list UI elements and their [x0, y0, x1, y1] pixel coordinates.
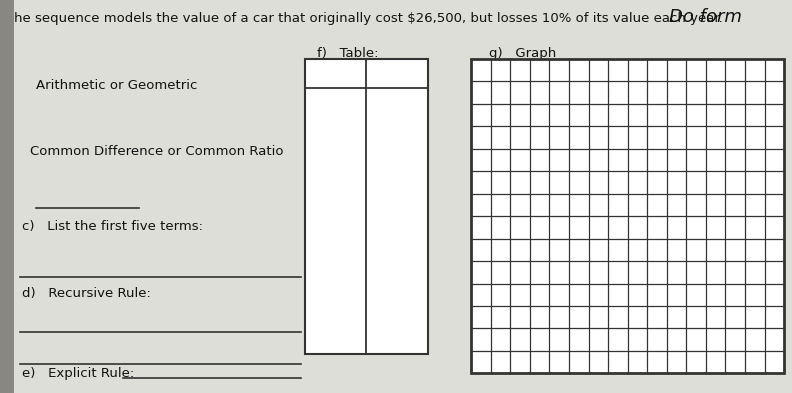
- Text: c)   List the first five terms:: c) List the first five terms:: [22, 220, 204, 233]
- Bar: [471, 59, 784, 373]
- Text: f)   Table:: f) Table:: [317, 47, 379, 60]
- Text: Common Difference or Common Ratio: Common Difference or Common Ratio: [30, 145, 284, 158]
- Bar: [0, 0, 14, 393]
- Bar: [305, 59, 428, 354]
- Text: e)   Explicit Rule:: e) Explicit Rule:: [22, 367, 135, 380]
- Text: Arithmetic or Geometric: Arithmetic or Geometric: [36, 79, 197, 92]
- Text: d)   Recursive Rule:: d) Recursive Rule:: [22, 287, 151, 300]
- Text: Do form: Do form: [669, 8, 742, 26]
- Text: in class: in class: [669, 71, 736, 89]
- Text: g)   Graph: g) Graph: [489, 47, 556, 60]
- Text: he sequence models the value of a car that originally cost $26,500, but losses 1: he sequence models the value of a car th…: [14, 12, 723, 25]
